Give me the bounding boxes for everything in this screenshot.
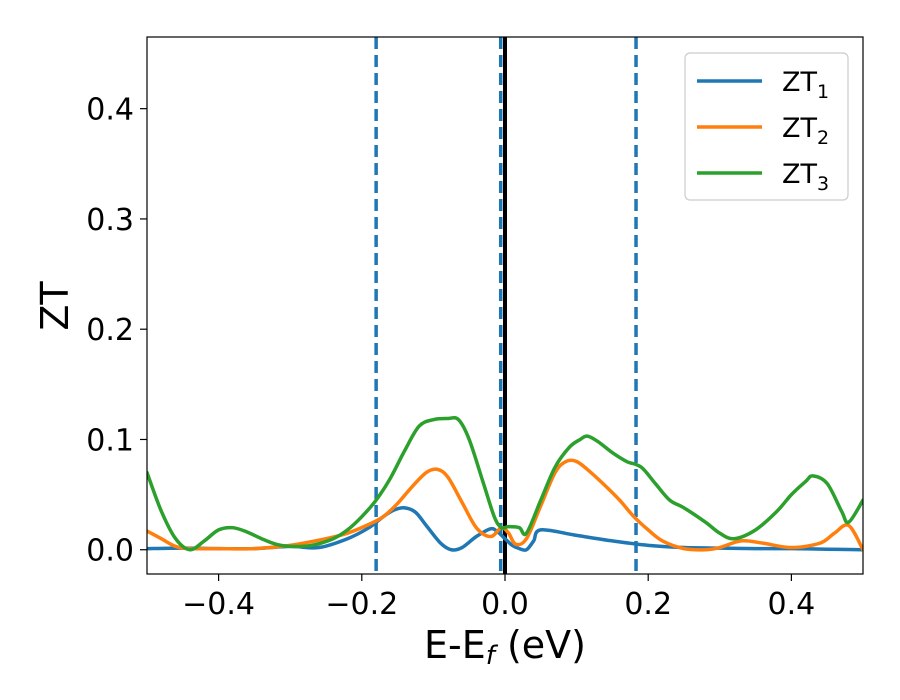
reference-lines [374, 37, 638, 574]
x-tick-label: −0.4 [182, 587, 255, 622]
series-lines [147, 415, 863, 552]
y-tick-label: 0.1 [86, 423, 134, 458]
x-tick-label: 0.0 [481, 587, 529, 622]
series-line-zt3 [147, 415, 863, 552]
y-tick-label: 0.2 [86, 313, 134, 348]
y-tick-label: 0.3 [86, 203, 134, 238]
legend-label-zt1: ZT1 [782, 67, 829, 103]
series-line-zt2 [147, 458, 863, 552]
x-axis-title: E-Ef (eV) [424, 623, 586, 671]
legend-box [684, 52, 849, 201]
y-axis-ticks: 0.0 0.1 0.2 0.3 0.4 [86, 93, 147, 569]
legend: ZT1 ZT2 ZT3 [684, 52, 849, 201]
y-axis-title: ZT [33, 281, 77, 331]
legend-label-zt3: ZT3 [782, 159, 829, 195]
y-tick-label: 0.4 [86, 93, 134, 128]
y-tick-label: 0.0 [86, 534, 134, 569]
x-tick-label: 0.2 [624, 587, 672, 622]
x-axis-ticks: −0.4 −0.2 0.0 0.2 0.4 [182, 574, 815, 622]
series-line-zt1 [147, 506, 863, 552]
x-tick-label: −0.2 [325, 587, 398, 622]
x-tick-label: 0.4 [768, 587, 816, 622]
legend-label-zt2: ZT2 [782, 113, 829, 149]
